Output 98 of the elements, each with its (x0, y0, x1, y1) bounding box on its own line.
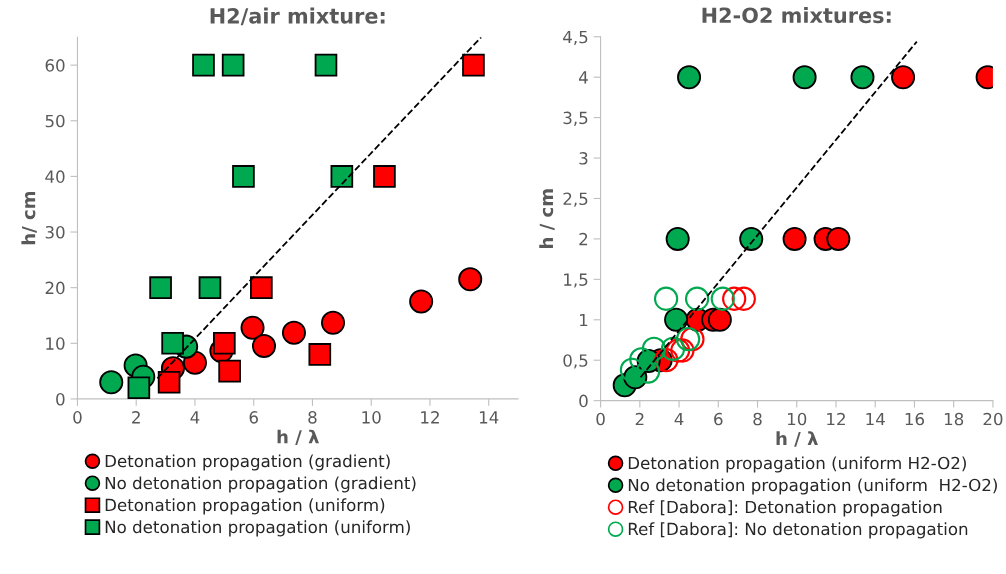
chart-title: H2/air mixture: (210, 7, 385, 26)
point (707, 307, 732, 332)
x-tick-label: 18 (944, 412, 964, 426)
point (373, 165, 396, 188)
y-tick-label: 50 (45, 114, 65, 128)
point (232, 165, 255, 188)
x-axis-title: h / λ (776, 431, 818, 447)
legend-label: No detonation propagation (uniform) (105, 520, 410, 537)
point (251, 334, 277, 359)
x-tick-label: 14 (479, 411, 499, 424)
point (308, 343, 332, 366)
point (99, 370, 124, 395)
point (161, 331, 184, 355)
point (665, 338, 691, 363)
point (314, 53, 338, 77)
point (250, 276, 273, 299)
point (684, 286, 710, 311)
x-tick-label: 12 (421, 411, 439, 424)
x-tick-label: 0 (73, 411, 82, 424)
y-tick-label: 1 (580, 313, 588, 327)
legend-label: No detonation propagation (gradient) (105, 476, 416, 493)
point (321, 310, 346, 335)
point (149, 276, 172, 299)
legend-label: Ref [Dabora]: Detonation propagation (628, 500, 942, 517)
y-tick-label: 10 (46, 337, 65, 350)
point (462, 53, 485, 77)
y-tick-label: 0,5 (563, 354, 588, 369)
point (330, 165, 354, 188)
x-tick-label: 4 (190, 411, 200, 424)
point (660, 336, 686, 362)
point (629, 347, 654, 372)
chart-title: H2-O2 mixtures: (702, 7, 891, 24)
y-tick-label: 2,5 (563, 192, 588, 207)
x-tick-label: 8 (308, 411, 317, 424)
point (157, 370, 181, 394)
x-tick-label: 2 (635, 412, 644, 426)
y-tick-label: 60 (45, 59, 65, 72)
point (213, 331, 236, 355)
y-tick-label: 4 (578, 71, 588, 84)
y-axis-title: h / cm (539, 189, 555, 248)
point (635, 359, 661, 384)
point (641, 336, 667, 362)
point (221, 53, 245, 77)
x-tick-label: 14 (866, 412, 885, 426)
legend-label: Detonation propagation (uniform H2-O2) (628, 456, 966, 473)
point (680, 327, 705, 352)
y-tick-label: 0 (579, 394, 588, 408)
y-tick-label: 3,5 (563, 111, 588, 126)
point (731, 286, 756, 311)
point (665, 226, 690, 251)
point (192, 53, 215, 77)
x-tick-label: 4 (674, 412, 684, 426)
point (654, 348, 679, 373)
y-tick-label: 3 (579, 152, 588, 165)
point (850, 65, 875, 90)
x-tick-label: 20 (983, 412, 1003, 426)
point (739, 226, 764, 251)
point (792, 65, 817, 90)
y-tick-label: 40 (45, 170, 65, 183)
x-tick-label: 2 (132, 411, 140, 424)
point (281, 320, 306, 345)
point (218, 359, 241, 383)
x-tick-label: 10 (787, 412, 807, 426)
x-axis-title: h / λ (277, 429, 319, 446)
y-axis-title: h/ cm (21, 191, 37, 245)
point (409, 289, 434, 314)
point (677, 65, 702, 90)
y-tick-label: 0 (56, 392, 65, 406)
legend-label: Ref [Dabora]: No detonation propagation (628, 522, 968, 539)
point (670, 338, 695, 363)
x-tick-label: 16 (905, 412, 925, 426)
point (458, 267, 483, 292)
y-tick-label: 20 (45, 281, 65, 295)
y-tick-label: 2 (579, 232, 588, 246)
y-tick-label: 1,5 (564, 273, 588, 288)
point (127, 376, 151, 399)
y-tick-label: 30 (45, 225, 65, 239)
point (675, 327, 701, 352)
point (198, 276, 222, 299)
x-tick-label: 8 (753, 412, 762, 426)
point (722, 286, 747, 311)
x-tick-label: 12 (827, 412, 845, 426)
y-tick-label: 4,5 (563, 30, 588, 46)
x-tick-label: 6 (714, 412, 723, 426)
point (240, 315, 265, 340)
point (664, 307, 689, 332)
x-tick-label: 10 (362, 411, 381, 424)
legend-label: Detonation propagation (uniform) (105, 498, 385, 515)
point (653, 286, 679, 311)
point (891, 65, 916, 90)
point (619, 357, 645, 383)
point (710, 286, 735, 311)
point (826, 226, 851, 251)
x-tick-label: 6 (249, 411, 258, 424)
x-tick-label: 0 (596, 412, 605, 426)
legend-label: No detonation propagation (uniform H2-O2) (628, 478, 997, 495)
point (782, 226, 807, 251)
legend-label: Detonation propagation (gradient) (105, 454, 390, 471)
